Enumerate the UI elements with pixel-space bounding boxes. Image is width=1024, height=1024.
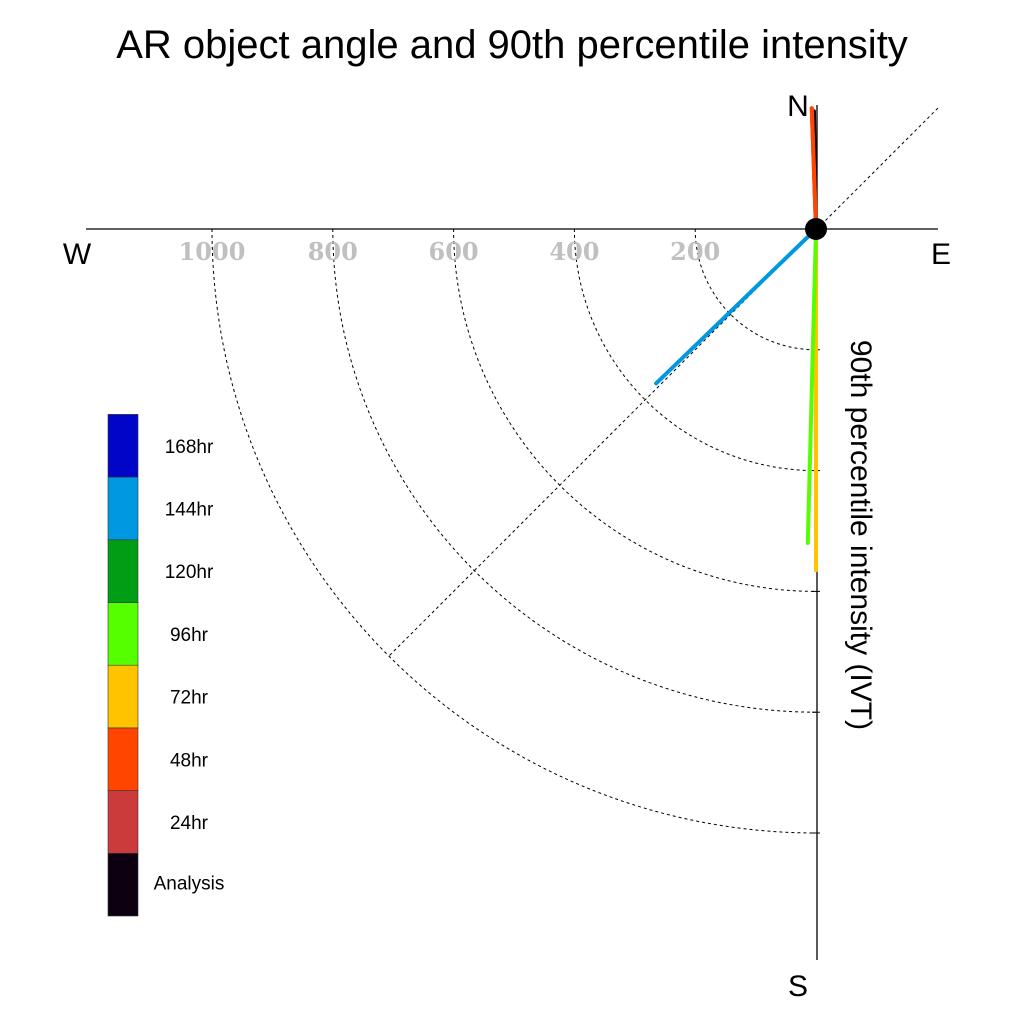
legend-swatch-48hr	[107, 727, 139, 791]
origin-marker	[805, 218, 827, 240]
legend-swatch-72hr	[107, 664, 139, 729]
vector-96hr	[805, 227, 818, 545]
tick-label-800: 800	[308, 237, 358, 266]
legend-label-analysis: Analysis	[154, 873, 225, 894]
legend-label-48hr: 48hr	[170, 750, 209, 771]
legend-label-96hr: 96hr	[170, 625, 209, 646]
grid-arc-800	[332, 228, 817, 713]
legend-swatch-168hr	[107, 414, 139, 478]
vector-144hr	[654, 227, 818, 386]
tick-label-600: 600	[429, 237, 479, 266]
radial-tick-labels: 200 400 600 800 1000	[179, 237, 721, 266]
vector-series	[654, 106, 818, 573]
chart-title: AR object angle and 90th percentile inte…	[116, 23, 908, 67]
y-axis-label: 90th percentile intensity (IVT)	[844, 340, 877, 730]
legend-label-24hr: 24hr	[170, 813, 209, 834]
compass-west: W	[63, 238, 92, 271]
tick-label-200: 200	[670, 237, 720, 266]
grid-arc-1000	[211, 228, 817, 834]
polar-grid	[211, 228, 820, 834]
legend-swatch-120hr	[107, 539, 139, 603]
legend-swatch-24hr	[107, 790, 139, 854]
legend-label-168hr: 168hr	[165, 437, 214, 458]
legend-swatch-analysis	[107, 852, 139, 917]
legend-label-120hr: 120hr	[165, 562, 214, 583]
vector-48hr	[809, 106, 818, 231]
southwest-diagonal	[388, 228, 817, 657]
tick-label-400: 400	[549, 237, 599, 266]
legend-swatch-144hr	[107, 476, 139, 541]
compass-north: N	[787, 90, 809, 123]
grid-arc-400	[573, 228, 817, 472]
legend-label-72hr: 72hr	[170, 688, 209, 709]
tick-label-1000: 1000	[179, 237, 246, 266]
compass-south: S	[788, 970, 808, 1003]
northeast-diagonal	[816, 105, 941, 230]
legend-swatch-96hr	[107, 602, 139, 666]
legend-label-144hr: 144hr	[165, 499, 214, 520]
grid-arc-200	[694, 228, 817, 351]
compass-east: E	[931, 238, 951, 271]
legend: Analysis 24hr 48hr 72hr 96hr 120hr 144hr 168hr	[107, 414, 225, 917]
